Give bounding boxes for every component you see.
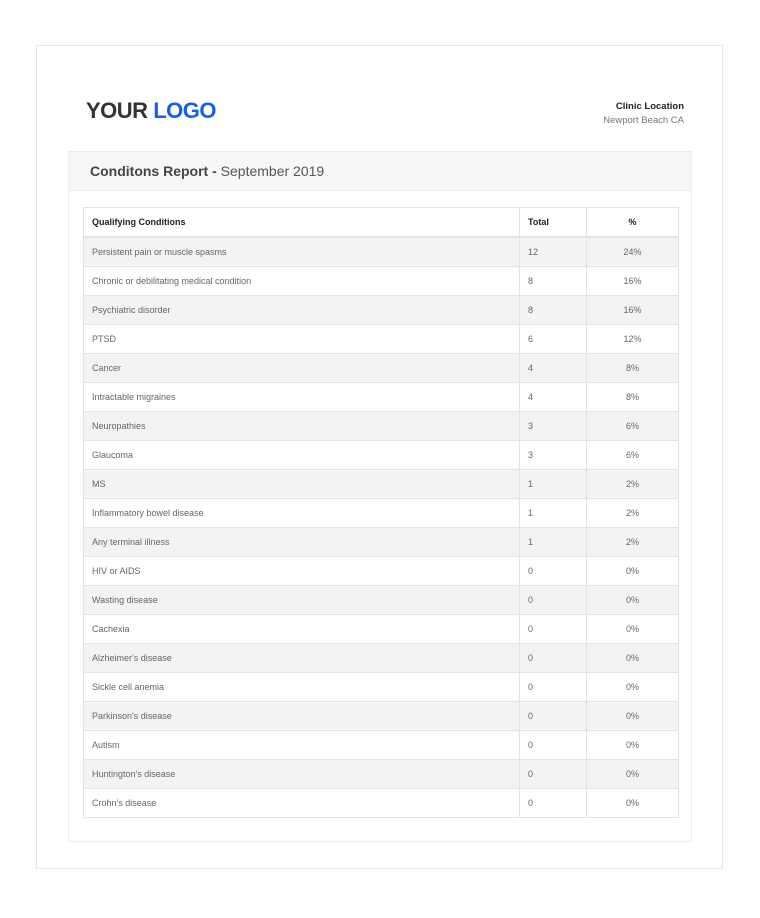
table-row: Crohn's disease 0 0% bbox=[83, 788, 679, 818]
total-cell: 0 bbox=[519, 701, 587, 731]
table-row: Neuropathies 3 6% bbox=[83, 411, 679, 441]
condition-cell: Parkinson's disease bbox=[83, 701, 520, 731]
condition-cell: Glaucoma bbox=[83, 440, 520, 470]
total-cell: 1 bbox=[519, 527, 587, 557]
table-row: MS 1 2% bbox=[83, 469, 679, 499]
condition-cell: Psychiatric disorder bbox=[83, 295, 520, 325]
condition-cell: Neuropathies bbox=[83, 411, 520, 441]
percent-cell: 0% bbox=[586, 585, 679, 615]
conditions-table: Qualifying Conditions Total % Persistent… bbox=[83, 207, 679, 818]
total-cell: 8 bbox=[519, 266, 587, 296]
report-page bbox=[36, 45, 723, 869]
total-cell: 0 bbox=[519, 643, 587, 673]
table-row: Huntington's disease 0 0% bbox=[83, 759, 679, 789]
condition-cell: MS bbox=[83, 469, 520, 499]
report-panel: Conditons Report - September 2019 Qualif… bbox=[68, 151, 692, 842]
total-cell: 0 bbox=[519, 759, 587, 789]
percent-cell: 0% bbox=[586, 759, 679, 789]
table-row: Glaucoma 3 6% bbox=[83, 440, 679, 470]
total-cell: 1 bbox=[519, 498, 587, 528]
condition-cell: Crohn's disease bbox=[83, 788, 520, 818]
percent-cell: 0% bbox=[586, 643, 679, 673]
percent-cell: 16% bbox=[586, 266, 679, 296]
condition-cell: Intractable migraines bbox=[83, 382, 520, 412]
table-row: Sickle cell anemia 0 0% bbox=[83, 672, 679, 702]
table-header-row: Qualifying Conditions Total % bbox=[83, 207, 679, 238]
table-row: Intractable migraines 4 8% bbox=[83, 382, 679, 412]
percent-cell: 0% bbox=[586, 672, 679, 702]
logo: YOUR LOGO bbox=[86, 98, 216, 124]
condition-cell: Wasting disease bbox=[83, 585, 520, 615]
table-row: Cachexia 0 0% bbox=[83, 614, 679, 644]
condition-cell: Chronic or debilitating medical conditio… bbox=[83, 266, 520, 296]
table-row: Parkinson's disease 0 0% bbox=[83, 701, 679, 731]
table-row: Autism 0 0% bbox=[83, 730, 679, 760]
table-row: Alzheimer's disease 0 0% bbox=[83, 643, 679, 673]
condition-cell: Any terminal illness bbox=[83, 527, 520, 557]
total-cell: 4 bbox=[519, 382, 587, 412]
percent-cell: 16% bbox=[586, 295, 679, 325]
table-row: Psychiatric disorder 8 16% bbox=[83, 295, 679, 325]
total-cell: 0 bbox=[519, 788, 587, 818]
table-row: Wasting disease 0 0% bbox=[83, 585, 679, 615]
percent-cell: 0% bbox=[586, 788, 679, 818]
total-cell: 0 bbox=[519, 614, 587, 644]
header-total: Total bbox=[519, 207, 587, 238]
total-cell: 0 bbox=[519, 585, 587, 615]
percent-cell: 0% bbox=[586, 701, 679, 731]
condition-cell: Persistent pain or muscle spasms bbox=[83, 236, 520, 267]
percent-cell: 24% bbox=[586, 236, 679, 267]
percent-cell: 2% bbox=[586, 469, 679, 499]
table-row: Cancer 4 8% bbox=[83, 353, 679, 383]
logo-text-accent: LOGO bbox=[153, 98, 216, 123]
percent-cell: 2% bbox=[586, 498, 679, 528]
percent-cell: 12% bbox=[586, 324, 679, 354]
report-title: Conditons Report - bbox=[90, 163, 217, 179]
condition-cell: Autism bbox=[83, 730, 520, 760]
total-cell: 3 bbox=[519, 411, 587, 441]
table-row: HIV or AIDS 0 0% bbox=[83, 556, 679, 586]
table-row: Persistent pain or muscle spasms 12 24% bbox=[83, 236, 679, 267]
percent-cell: 0% bbox=[586, 556, 679, 586]
total-cell: 12 bbox=[519, 236, 587, 267]
table-row: Any terminal illness 1 2% bbox=[83, 527, 679, 557]
total-cell: 0 bbox=[519, 556, 587, 586]
report-header: Conditons Report - September 2019 bbox=[69, 152, 691, 191]
total-cell: 4 bbox=[519, 353, 587, 383]
total-cell: 0 bbox=[519, 672, 587, 702]
total-cell: 1 bbox=[519, 469, 587, 499]
condition-cell: HIV or AIDS bbox=[83, 556, 520, 586]
table-row: Chronic or debilitating medical conditio… bbox=[83, 266, 679, 296]
condition-cell: Alzheimer's disease bbox=[83, 643, 520, 673]
condition-cell: Cachexia bbox=[83, 614, 520, 644]
total-cell: 0 bbox=[519, 730, 587, 760]
percent-cell: 8% bbox=[586, 382, 679, 412]
percent-cell: 0% bbox=[586, 730, 679, 760]
clinic-location: Newport Beach CA bbox=[603, 115, 684, 126]
total-cell: 8 bbox=[519, 295, 587, 325]
percent-cell: 0% bbox=[586, 614, 679, 644]
clinic-label: Clinic Location bbox=[615, 101, 684, 112]
percent-cell: 8% bbox=[586, 353, 679, 383]
table-row: Inflammatory bowel disease 1 2% bbox=[83, 498, 679, 528]
total-cell: 6 bbox=[519, 324, 587, 354]
condition-cell: Sickle cell anemia bbox=[83, 672, 520, 702]
logo-text: YOUR bbox=[86, 98, 148, 123]
report-period: September 2019 bbox=[220, 163, 325, 179]
condition-cell: PTSD bbox=[83, 324, 520, 354]
condition-cell: Cancer bbox=[83, 353, 520, 383]
clinic-info: Clinic Location Newport Beach CA bbox=[603, 100, 684, 128]
percent-cell: 6% bbox=[586, 411, 679, 441]
percent-cell: 6% bbox=[586, 440, 679, 470]
percent-cell: 2% bbox=[586, 527, 679, 557]
header-percent: % bbox=[586, 207, 679, 238]
condition-cell: Inflammatory bowel disease bbox=[83, 498, 520, 528]
header-condition: Qualifying Conditions bbox=[83, 207, 520, 238]
table-row: PTSD 6 12% bbox=[83, 324, 679, 354]
total-cell: 3 bbox=[519, 440, 587, 470]
condition-cell: Huntington's disease bbox=[83, 759, 520, 789]
